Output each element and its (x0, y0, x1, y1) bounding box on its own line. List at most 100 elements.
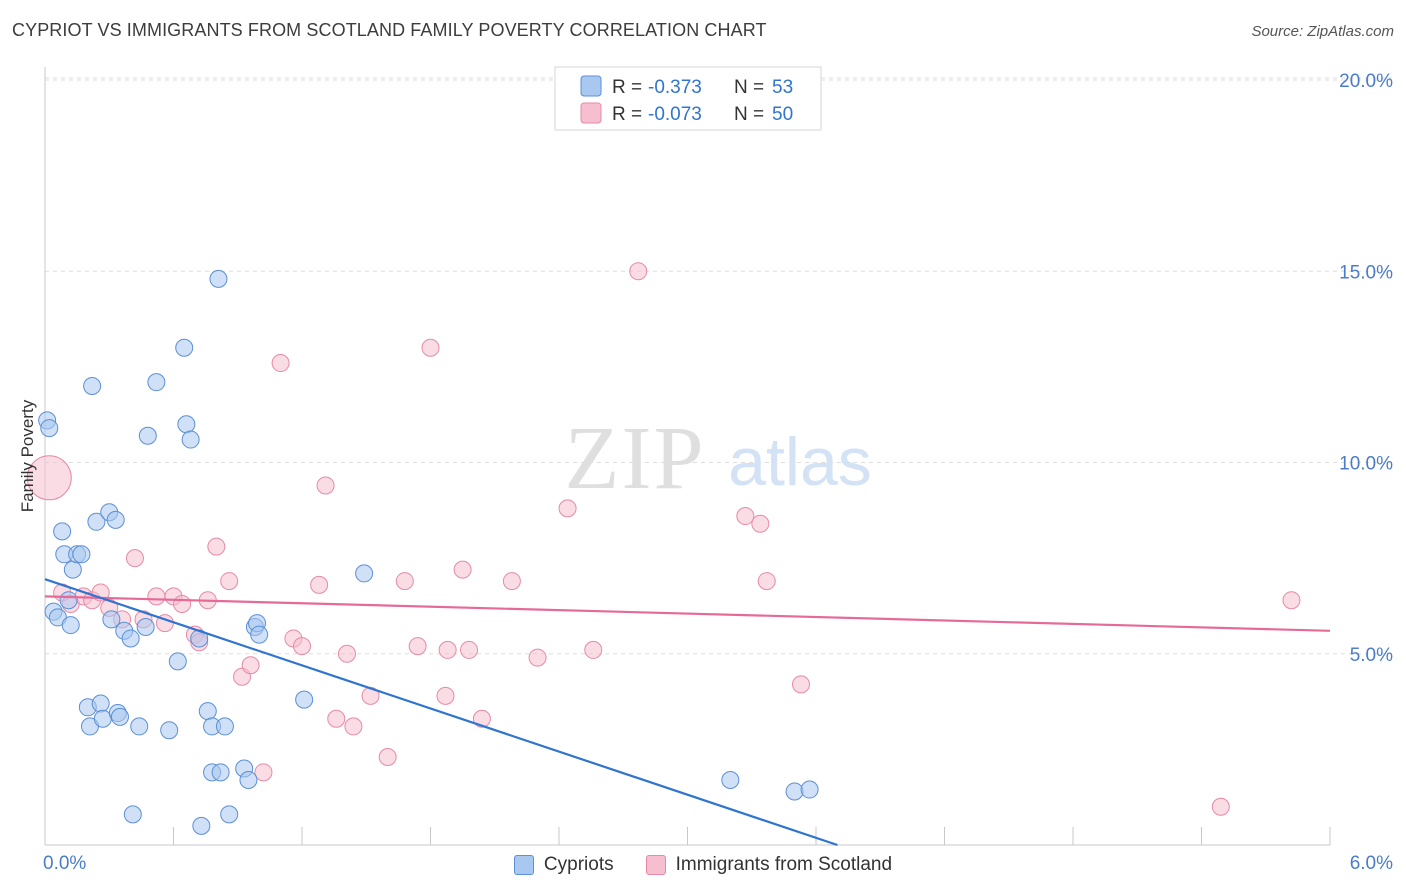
point-scotland (125, 549, 144, 568)
point-cypriots (211, 763, 230, 782)
y-tick-label: 5.0% (1350, 645, 1393, 666)
point-scotland (502, 572, 521, 591)
legend-top: R = -0.373 N = 53 R = -0.073 N = 50 (554, 66, 822, 131)
legend-n-label-1: N = (734, 77, 764, 98)
point-cypriots (295, 690, 314, 709)
point-cypriots (147, 373, 166, 392)
point-scotland (453, 560, 472, 579)
y-tick-label: 15.0% (1339, 262, 1393, 283)
legend-swatch-scotland (580, 102, 602, 124)
point-cypriots (40, 419, 59, 438)
trend-lines (44, 578, 1331, 847)
point-cypriots (110, 707, 129, 726)
point-cypriots (168, 652, 187, 671)
legend-swatch-cypriots (580, 75, 602, 97)
point-cypriots (250, 625, 269, 644)
point-cypriots (800, 780, 819, 799)
watermark-zip: ZIP (565, 409, 706, 508)
point-scotland (736, 507, 755, 526)
point-scotland (757, 572, 776, 591)
grid-lines (45, 77, 1392, 655)
point-cypriots (123, 805, 142, 824)
point-scotland (241, 656, 260, 675)
x-tick-label: 6.0% (1350, 853, 1393, 874)
point-scotland (792, 675, 811, 694)
legend-item-scotland: Immigrants from Scotland (645, 854, 893, 876)
point-scotland (147, 587, 166, 606)
trend-line-cypriots (44, 578, 838, 847)
legend-swatch-cypriots-bottom (513, 855, 534, 875)
legend-bottom: Cypriots Immigrants from Scotland (0, 851, 1406, 879)
legend-n-value-1: 53 (772, 77, 793, 98)
point-cypriots (192, 816, 211, 835)
point-cypriots (130, 717, 149, 736)
point-cypriots (59, 591, 78, 610)
point-cypriots (83, 377, 102, 395)
point-scotland (173, 595, 192, 614)
point-scotland (438, 640, 457, 659)
point-scotland (220, 572, 239, 591)
point-scotland (378, 748, 397, 767)
point-cypriots (239, 770, 258, 789)
point-scotland (207, 537, 226, 556)
point-scotland (1211, 797, 1230, 816)
point-scotland (528, 648, 547, 667)
point-scotland (254, 763, 273, 782)
point-scotland (1282, 591, 1301, 610)
legend-r-value-2: -0.073 (648, 104, 702, 125)
point-cypriots (87, 512, 106, 531)
legend-r-label-1: R = (612, 77, 642, 98)
point-scotland (408, 637, 427, 656)
legend-swatch-scotland-bottom (645, 855, 666, 875)
point-cypriots (106, 510, 125, 529)
point-scotland (310, 575, 329, 594)
point-scotland (460, 640, 479, 659)
legend-label-cypriots: Cypriots (543, 854, 614, 875)
point-cypriots (91, 694, 110, 713)
watermark: ZIP atlas (565, 409, 872, 508)
chart-title: CYPRIOT VS IMMIGRANTS FROM SCOTLAND FAMI… (12, 20, 767, 40)
point-scotland (629, 262, 648, 281)
point-cypriots (102, 610, 121, 629)
point-cypriots (138, 426, 157, 445)
point-scotland (316, 476, 335, 495)
point-cypriots (181, 430, 200, 449)
point-cypriots (160, 721, 179, 740)
point-scotland (344, 717, 363, 736)
scatter-points (26, 262, 1301, 835)
point-scotland (558, 499, 577, 518)
point-cypriots (136, 617, 155, 636)
y-tick-label: 20.0% (1339, 71, 1393, 92)
point-cypriots (63, 560, 82, 579)
point-scotland (293, 637, 311, 656)
point-cypriots (72, 545, 91, 564)
point-cypriots (785, 782, 804, 801)
watermark-atlas: atlas (728, 424, 872, 500)
point-scotland (327, 709, 346, 728)
point-cypriots (209, 269, 228, 288)
point-cypriots (215, 717, 234, 736)
y-tick-label: 10.0% (1339, 454, 1393, 475)
point-cypriots (177, 415, 196, 434)
point-cypriots (121, 629, 140, 648)
point-scotland (436, 686, 455, 705)
point-scotland (26, 455, 72, 501)
point-scotland (395, 572, 414, 591)
point-cypriots (61, 616, 80, 635)
point-cypriots (93, 709, 112, 728)
point-cypriots (721, 770, 740, 789)
tick-labels: 5.0% 10.0% 15.0% 20.0% 0.0% 6.0% (43, 71, 1393, 874)
point-scotland (472, 709, 491, 728)
point-scotland (271, 354, 290, 373)
x-tick-label: 0.0% (43, 853, 86, 874)
point-scotland (584, 640, 603, 659)
legend-item-cypriots: Cypriots (513, 854, 614, 876)
legend-r-label-2: R = (612, 104, 642, 125)
legend-r-value-1: -0.373 (648, 77, 702, 98)
point-cypriots (355, 564, 374, 583)
point-scotland (421, 338, 440, 357)
point-cypriots (220, 805, 239, 824)
legend-label-scotland: Immigrants from Scotland (675, 854, 893, 875)
trend-line-scotland (44, 595, 1331, 632)
